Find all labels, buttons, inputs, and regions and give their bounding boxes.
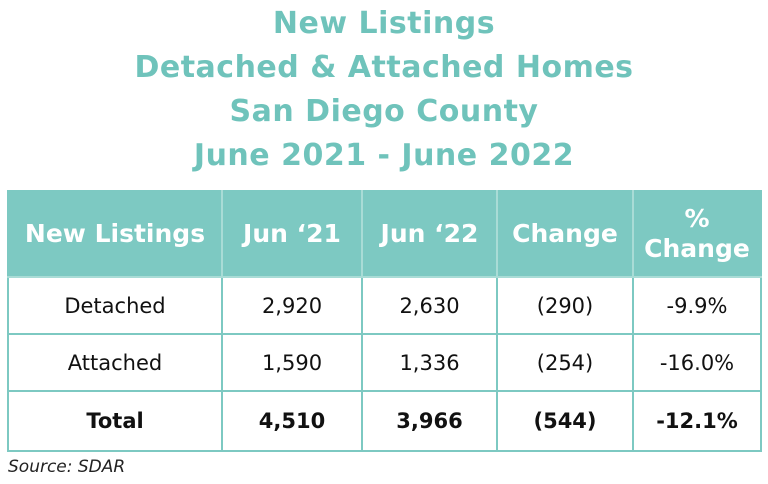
title-line-3: San Diego County: [229, 94, 539, 129]
header-pct-change-line1: %: [684, 204, 710, 233]
header-pct-change: % Change: [632, 190, 762, 278]
listings-table: New Listings Jun ‘21 Jun ‘22 Change % Ch…: [7, 190, 762, 452]
cell-jun-22: 2,630: [361, 276, 498, 335]
header-new-listings: New Listings: [7, 190, 223, 278]
row-label: Detached: [7, 276, 223, 335]
cell-change: (544): [496, 390, 634, 452]
header-jun-21: Jun ‘21: [221, 190, 363, 278]
cell-pct-change: -9.9%: [632, 276, 762, 335]
header-change: Change: [496, 190, 634, 278]
cell-pct-change: -16.0%: [632, 333, 762, 392]
header-pct-change-line2: Change: [644, 234, 750, 263]
title-line-1: New Listings: [272, 6, 496, 41]
table-row: Attached 1,590 1,336 (254) -16.0%: [7, 333, 762, 392]
chart-title: New Listings Detached & Attached Homes S…: [0, 2, 768, 178]
cell-jun-21: 2,920: [221, 276, 363, 335]
table-row: Detached 2,920 2,630 (290) -9.9%: [7, 276, 762, 335]
row-label: Total: [7, 390, 223, 452]
title-line-4: June 2021 - June 2022: [193, 138, 575, 173]
header-jun-22: Jun ‘22: [361, 190, 498, 278]
source-note: Source: SDAR: [8, 457, 126, 477]
cell-jun-22: 3,966: [361, 390, 498, 452]
cell-change: (254): [496, 333, 634, 392]
cell-jun-22: 1,336: [361, 333, 498, 392]
table-header-row: New Listings Jun ‘21 Jun ‘22 Change % Ch…: [7, 190, 762, 278]
cell-jun-21: 4,510: [221, 390, 363, 452]
cell-jun-21: 1,590: [221, 333, 363, 392]
table-row-total: Total 4,510 3,966 (544) -12.1%: [7, 390, 762, 452]
title-line-2: Detached & Attached Homes: [134, 50, 634, 85]
cell-change: (290): [496, 276, 634, 335]
row-label: Attached: [7, 333, 223, 392]
cell-pct-change: -12.1%: [632, 390, 762, 452]
